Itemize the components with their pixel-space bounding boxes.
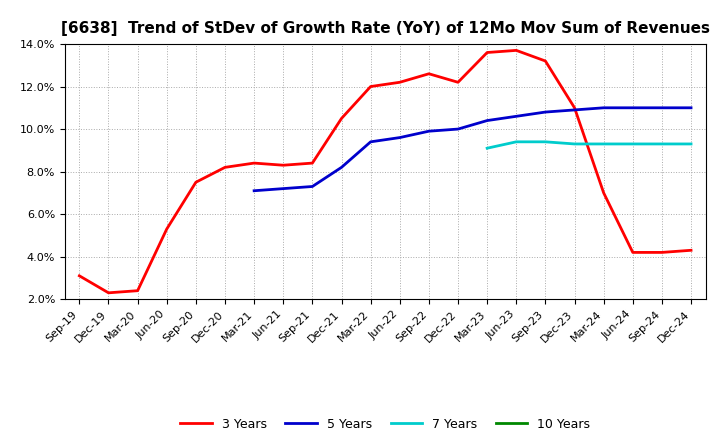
3 Years <box>395 80 404 85</box>
5 Years <box>279 186 287 191</box>
Line: 5 Years: 5 Years <box>254 108 691 191</box>
3 Years <box>192 180 200 185</box>
5 Years <box>629 105 637 110</box>
7 Years <box>541 139 550 144</box>
7 Years <box>629 141 637 147</box>
3 Years <box>104 290 113 296</box>
5 Years <box>395 135 404 140</box>
5 Years <box>687 105 696 110</box>
3 Years <box>512 48 521 53</box>
5 Years <box>454 126 462 132</box>
3 Years <box>163 227 171 232</box>
Title: [6638]  Trend of StDev of Growth Rate (YoY) of 12Mo Mov Sum of Revenues: [6638] Trend of StDev of Growth Rate (Yo… <box>60 21 710 36</box>
5 Years <box>425 128 433 134</box>
3 Years <box>629 250 637 255</box>
5 Years <box>308 184 317 189</box>
5 Years <box>366 139 375 144</box>
7 Years <box>657 141 666 147</box>
3 Years <box>657 250 666 255</box>
5 Years <box>337 165 346 170</box>
3 Years <box>425 71 433 77</box>
3 Years <box>687 248 696 253</box>
3 Years <box>366 84 375 89</box>
7 Years <box>570 141 579 147</box>
3 Years <box>308 161 317 166</box>
7 Years <box>599 141 608 147</box>
3 Years <box>279 162 287 168</box>
3 Years <box>75 273 84 279</box>
7 Years <box>483 146 492 151</box>
3 Years <box>133 288 142 293</box>
3 Years <box>220 165 229 170</box>
7 Years <box>687 141 696 147</box>
5 Years <box>570 107 579 113</box>
5 Years <box>250 188 258 194</box>
Line: 3 Years: 3 Years <box>79 50 691 293</box>
5 Years <box>657 105 666 110</box>
Legend: 3 Years, 5 Years, 7 Years, 10 Years: 3 Years, 5 Years, 7 Years, 10 Years <box>176 413 595 436</box>
3 Years <box>483 50 492 55</box>
5 Years <box>599 105 608 110</box>
3 Years <box>250 161 258 166</box>
3 Years <box>599 190 608 195</box>
7 Years <box>512 139 521 144</box>
5 Years <box>512 114 521 119</box>
5 Years <box>541 110 550 115</box>
5 Years <box>483 118 492 123</box>
Line: 7 Years: 7 Years <box>487 142 691 148</box>
3 Years <box>454 80 462 85</box>
3 Years <box>570 105 579 110</box>
3 Years <box>337 116 346 121</box>
3 Years <box>541 59 550 64</box>
